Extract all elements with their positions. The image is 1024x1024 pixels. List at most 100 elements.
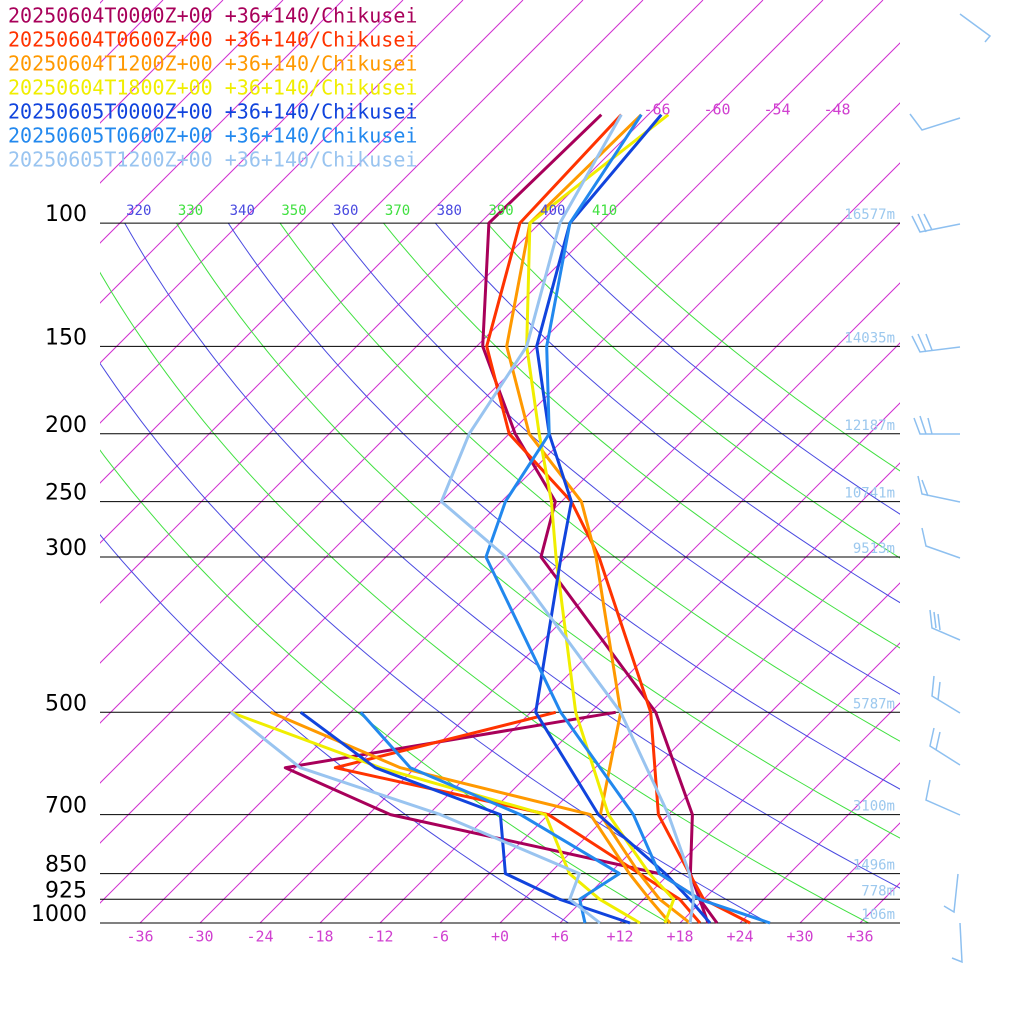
x-tick-label: +0	[491, 928, 509, 946]
wind-barb	[921, 527, 961, 559]
legend-entry: 20250605T0000Z+00 +36+140/Chikusei	[8, 100, 417, 124]
isotherm-label: -54	[763, 101, 790, 119]
theta-label: 320	[126, 203, 151, 219]
isotherm	[100, 0, 284, 184]
dry-adiabat	[227, 222, 900, 790]
x-tick-label: +36	[846, 928, 873, 946]
wind-barb	[931, 675, 961, 714]
theta-label: 370	[385, 203, 410, 219]
isotherm	[100, 102, 900, 904]
wind-barb	[911, 213, 961, 233]
isotherm	[100, 42, 900, 844]
theta-label: 380	[437, 203, 462, 219]
wind-barb	[943, 873, 959, 914]
height-label: 778m	[861, 883, 895, 899]
traces	[229, 113, 771, 925]
isotherm	[100, 0, 464, 364]
height-label: 9513m	[853, 541, 895, 557]
isotherm	[739, 762, 900, 923]
dry-adiabat	[279, 222, 900, 742]
isotherm	[859, 882, 900, 923]
height-label: 3100m	[853, 799, 895, 815]
y-tick-label: 700	[45, 794, 87, 819]
y-tick-label: 150	[45, 325, 87, 350]
wind-barb	[951, 922, 963, 964]
y-tick-label: 250	[45, 481, 87, 506]
temperature-line	[439, 113, 696, 924]
theta-label: 400	[540, 203, 565, 219]
y-tick-label: 850	[45, 853, 87, 878]
y-tick-label: 200	[45, 413, 87, 438]
x-tick-label: -36	[126, 928, 153, 946]
wind-barb	[929, 609, 961, 641]
isotherm	[559, 582, 900, 923]
dry-adiabat	[590, 222, 900, 472]
dry-adiabat	[100, 362, 769, 923]
isotherm	[439, 462, 900, 923]
isotherm	[100, 0, 764, 664]
legend-entry: 20250604T1800Z+00 +36+140/Chikusei	[8, 76, 417, 100]
dry-adiabat	[100, 449, 669, 923]
dewpoint-line	[283, 710, 710, 924]
dry-adiabat	[124, 222, 900, 889]
height-label: 5787m	[853, 696, 895, 712]
temperature-line	[485, 113, 751, 925]
isotherm	[100, 0, 404, 304]
theta-label: 350	[281, 203, 306, 219]
wind-barb	[925, 779, 961, 816]
theta-label: 360	[333, 203, 358, 219]
isotherm-label: -66	[643, 101, 670, 119]
height-label: 16577m	[844, 207, 895, 223]
y-tick-label: 1000	[31, 902, 87, 927]
isotherm	[100, 0, 704, 604]
dry-adiabat	[100, 271, 869, 923]
dry-adiabat	[100, 534, 569, 923]
isotherm	[379, 402, 900, 923]
wind-barb	[929, 727, 961, 766]
theta-label: 410	[592, 203, 617, 219]
background-lines	[100, 0, 900, 923]
x-tick-label: -30	[186, 928, 213, 946]
dry-adiabat	[383, 222, 900, 649]
isotherm	[799, 822, 900, 923]
height-label: 106m	[861, 907, 895, 923]
isotherm	[100, 0, 344, 244]
legend-entry: 20250604T0600Z+00 +36+140/Chikusei	[8, 28, 417, 52]
x-tick-label: +12	[606, 928, 633, 946]
isotherm	[100, 0, 524, 424]
x-tick-label: -18	[306, 928, 333, 946]
wind-barb	[913, 415, 960, 435]
dry-adiabat	[538, 222, 900, 515]
isotherm	[619, 642, 900, 923]
x-tick-label: -12	[366, 928, 393, 946]
wind-barb	[959, 13, 992, 43]
height-label: 1496m	[853, 858, 895, 874]
temperature-line	[484, 113, 771, 925]
dry-adiabat	[486, 222, 900, 559]
dry-adiabat	[331, 222, 900, 695]
legend-entry: 20250604T1200Z+00 +36+140/Chikusei	[8, 52, 417, 76]
x-tick-label: -6	[431, 928, 449, 946]
y-tick-label: 500	[45, 691, 87, 716]
dewpoint-line	[229, 711, 601, 925]
isotherm	[679, 702, 900, 923]
temperature-line	[505, 113, 691, 925]
isotherm	[319, 342, 900, 923]
temperature-line	[525, 113, 676, 924]
legend-entry: 20250605T0600Z+00 +36+140/Chikusei	[8, 124, 417, 148]
height-label: 10741m	[844, 486, 895, 502]
dewpoint-line	[333, 710, 702, 924]
dewpoint-line	[299, 711, 631, 925]
isotherm-label: -48	[823, 101, 850, 119]
y-tick-label: 100	[45, 202, 87, 227]
labels: -36 -30 -24 -18 -12 -6 +0 +6 +12 +18 +24 +30 +36 -66 -…	[31, 101, 895, 946]
x-tick-label: +6	[551, 928, 569, 946]
theta-label: 340	[230, 203, 255, 219]
wind-barb	[911, 333, 961, 353]
wind-barb	[909, 113, 961, 131]
theta-label: 390	[488, 203, 513, 219]
legend: 20250604T0000Z+00 +36+140/Chikusei202506…	[8, 4, 417, 172]
wind-barb	[917, 475, 961, 503]
isotherm	[100, 0, 824, 724]
